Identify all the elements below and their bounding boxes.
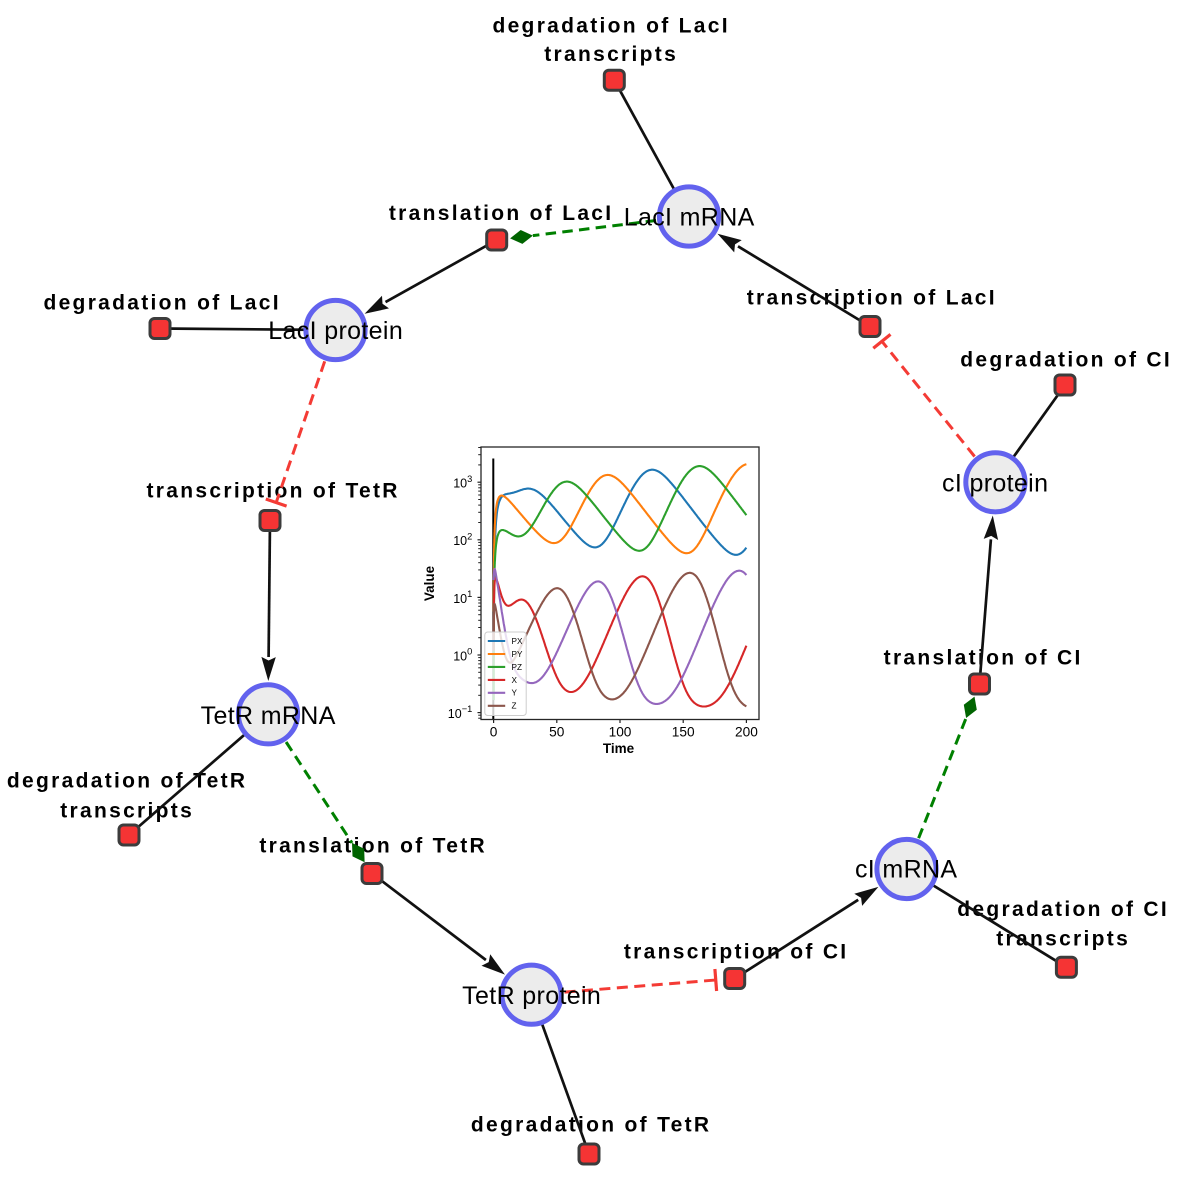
svg-text:Time: Time <box>603 741 635 756</box>
svg-text:LacI mRNA: LacI mRNA <box>624 204 755 232</box>
svg-text:PZ: PZ <box>512 663 522 672</box>
svg-text:Y: Y <box>512 689 518 698</box>
svg-text:transcripts: transcripts <box>544 43 678 66</box>
svg-text:degradation of CI: degradation of CI <box>957 898 1169 921</box>
svg-text:103: 103 <box>453 474 472 491</box>
svg-text:0: 0 <box>490 725 498 740</box>
svg-text:Value: Value <box>422 565 437 601</box>
svg-text:translation of LacI: translation of LacI <box>389 202 614 225</box>
svg-text:degradation of LacI: degradation of LacI <box>492 15 729 38</box>
svg-text:PY: PY <box>512 650 523 659</box>
svg-text:PX: PX <box>512 637 523 646</box>
svg-text:cI mRNA: cI mRNA <box>855 856 957 884</box>
svg-text:transcripts: transcripts <box>60 800 194 823</box>
svg-text:transcripts: transcripts <box>996 928 1130 951</box>
svg-text:transcription of TetR: transcription of TetR <box>147 480 400 503</box>
svg-text:X: X <box>512 676 518 685</box>
svg-text:LacI protein: LacI protein <box>268 317 403 345</box>
svg-text:transcription of LacI: transcription of LacI <box>747 287 997 310</box>
svg-text:101: 101 <box>453 589 472 606</box>
svg-text:translation of TetR: translation of TetR <box>259 835 487 858</box>
svg-text:degradation of CI: degradation of CI <box>960 349 1172 372</box>
svg-text:degradation of TetR: degradation of TetR <box>7 770 247 793</box>
svg-text:150: 150 <box>672 725 695 740</box>
svg-text:100: 100 <box>453 647 472 664</box>
svg-text:cI protein: cI protein <box>942 470 1048 498</box>
svg-text:degradation of TetR: degradation of TetR <box>471 1114 711 1137</box>
svg-text:Z: Z <box>512 702 517 711</box>
svg-text:degradation of LacI: degradation of LacI <box>43 292 280 315</box>
svg-text:10−1: 10−1 <box>448 704 473 721</box>
svg-text:TetR protein: TetR protein <box>462 982 601 1010</box>
svg-text:100: 100 <box>609 725 632 740</box>
svg-text:200: 200 <box>735 725 758 740</box>
svg-text:50: 50 <box>549 725 565 740</box>
svg-text:TetR mRNA: TetR mRNA <box>201 702 336 730</box>
svg-text:102: 102 <box>453 531 472 548</box>
svg-text:transcription of CI: transcription of CI <box>624 941 849 964</box>
